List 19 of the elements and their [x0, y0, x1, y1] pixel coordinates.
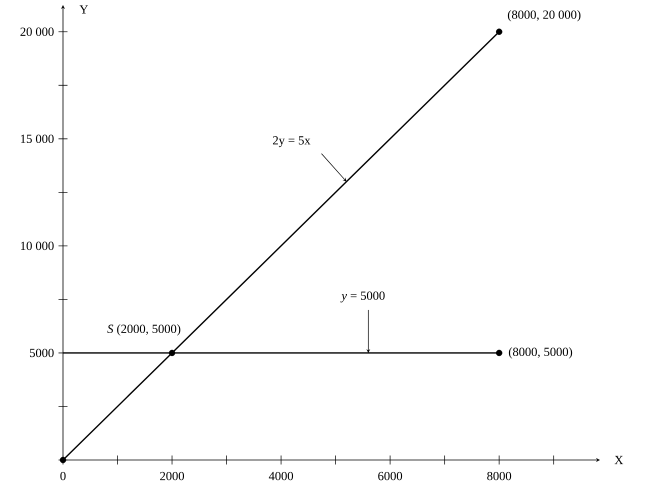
x-tick-label: 4000: [268, 472, 294, 480]
annotation: (8000, 5000): [508, 347, 572, 359]
point: [496, 350, 502, 356]
point: [168, 350, 176, 356]
annotation: S (2000, 5000): [107, 324, 180, 336]
x-tick-label: 8000: [487, 472, 512, 480]
x-tick-label: 0: [60, 472, 66, 480]
y-tick-label: 10 000: [20, 242, 54, 250]
point: [496, 28, 502, 35]
annotation: y = 5000: [340, 291, 385, 302]
y-tick-label: 5000: [30, 348, 54, 358]
y-tick-label: 20 000: [20, 28, 54, 36]
y-axis-title: Y: [79, 5, 88, 14]
y-tick-label: 15 000: [20, 134, 54, 144]
x-tick-label: 6000: [378, 472, 402, 480]
x-axis-title: X: [614, 456, 624, 464]
annotation: 2y = 5x: [272, 136, 310, 148]
annotation: (8000, 20 000): [508, 10, 580, 22]
x-tick-label: 2000: [160, 472, 184, 480]
